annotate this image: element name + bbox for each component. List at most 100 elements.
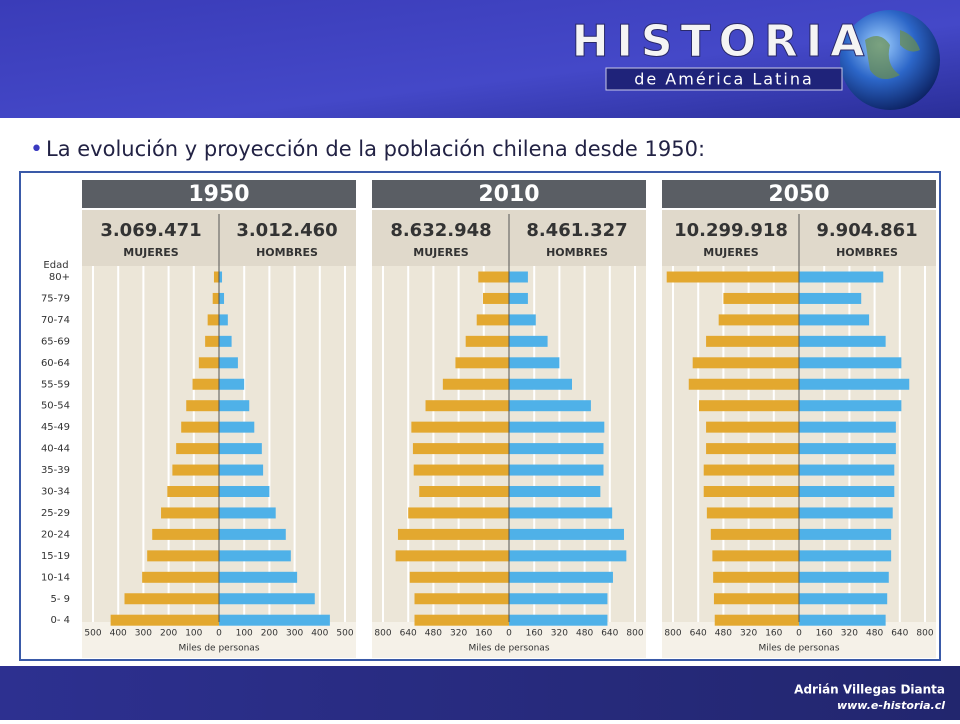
bar	[219, 421, 255, 433]
bar	[799, 421, 896, 433]
age-label: 65-69	[41, 336, 70, 347]
bar	[152, 528, 219, 540]
population-total: 8.632.948	[390, 220, 491, 241]
bar	[509, 400, 591, 412]
bar	[419, 486, 509, 497]
bar	[718, 314, 799, 326]
panel-header	[82, 180, 356, 208]
axis-bg	[662, 622, 936, 658]
x-tick-label: 640	[891, 629, 908, 639]
x-tick-label: 480	[576, 629, 593, 639]
bar	[509, 486, 601, 497]
x-tick-label: 160	[816, 629, 833, 639]
x-axis-label: Miles de personas	[758, 644, 839, 654]
bar	[688, 378, 799, 390]
bar	[192, 378, 219, 390]
x-tick-label: 200	[261, 629, 278, 639]
bar	[799, 507, 893, 519]
x-tick-label: 160	[475, 629, 492, 639]
legend-label: HOMBRES	[256, 246, 318, 259]
bar	[799, 271, 884, 283]
x-tick-label: 640	[690, 629, 707, 639]
bar	[799, 571, 889, 583]
bar	[207, 314, 219, 326]
x-tick-label: 400	[110, 629, 127, 639]
age-label: 30-34	[41, 487, 70, 498]
x-tick-label: 160	[526, 629, 543, 639]
bar	[799, 464, 895, 476]
bar	[799, 593, 888, 605]
x-tick-label: 400	[311, 629, 328, 639]
x-tick-label: 800	[664, 629, 681, 639]
bar	[799, 292, 862, 304]
bar	[219, 593, 315, 605]
bar	[397, 528, 509, 540]
age-label: 55-59	[41, 379, 70, 390]
bar	[219, 378, 245, 390]
panel-title: 1950	[188, 182, 249, 207]
bar	[219, 528, 286, 540]
bar	[799, 378, 910, 390]
bar	[706, 335, 799, 347]
bar	[176, 443, 219, 455]
bar	[205, 335, 219, 347]
logo-subtitle-bar	[605, 67, 843, 91]
bar	[509, 421, 605, 433]
x-axis-label: Miles de personas	[178, 644, 259, 654]
x-tick-label: 480	[425, 629, 442, 639]
x-tick-label: 800	[374, 629, 391, 639]
y-axis-label: Edad	[43, 260, 68, 271]
age-label: 60-64	[41, 358, 70, 369]
bar	[413, 464, 509, 476]
x-tick-label: 0	[506, 629, 512, 639]
bar	[409, 571, 509, 583]
bar	[799, 614, 886, 626]
bar	[703, 486, 799, 497]
bar	[181, 421, 219, 433]
footer-author: Adrián Villegas Dianta	[794, 683, 945, 697]
bar	[710, 528, 799, 540]
age-label: 35-39	[41, 465, 70, 476]
bar	[692, 357, 799, 369]
footer-band	[0, 666, 960, 720]
population-total: 9.904.861	[816, 220, 917, 241]
bar	[198, 357, 219, 369]
x-tick-label: 500	[84, 629, 101, 639]
bar	[219, 464, 264, 476]
panel-header	[372, 180, 646, 208]
bar	[666, 271, 799, 283]
bar	[124, 593, 219, 605]
x-tick-label: 200	[160, 629, 177, 639]
globe-icon	[840, 10, 940, 110]
x-tick-label: 640	[601, 629, 618, 639]
bar	[167, 486, 219, 497]
bar	[509, 335, 548, 347]
globe-land	[865, 30, 920, 79]
population-total: 10.299.918	[674, 220, 788, 241]
bar	[509, 357, 560, 369]
logo-title: HISTORIA	[572, 16, 873, 67]
bar	[219, 400, 250, 412]
x-tick-label: 480	[866, 629, 883, 639]
x-tick-label: 0	[796, 629, 802, 639]
x-tick-label: 480	[715, 629, 732, 639]
age-label: 25-29	[41, 508, 70, 519]
bar	[412, 443, 509, 455]
axis-bg	[82, 622, 356, 658]
bar	[414, 614, 509, 626]
bar	[219, 314, 228, 326]
bar	[172, 464, 219, 476]
x-tick-label: 0	[216, 629, 222, 639]
bar	[706, 421, 799, 433]
bar	[799, 335, 886, 347]
bar	[455, 357, 509, 369]
bar	[219, 443, 262, 455]
age-label: 10-14	[41, 572, 70, 583]
bar	[465, 335, 509, 347]
bar	[509, 507, 613, 519]
x-tick-label: 300	[286, 629, 303, 639]
bar	[414, 593, 509, 605]
bar	[219, 507, 276, 519]
bar	[219, 357, 238, 369]
